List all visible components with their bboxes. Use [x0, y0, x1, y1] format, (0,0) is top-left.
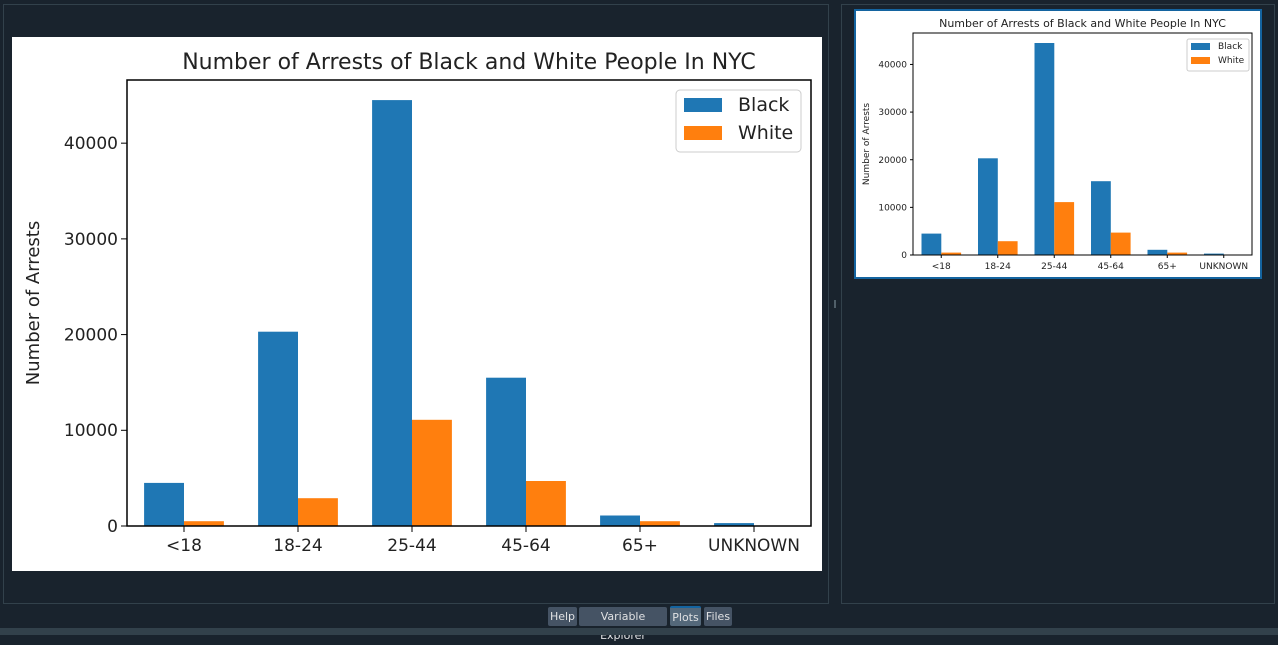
- thumb-y-tick-label-2: 20000: [878, 156, 907, 166]
- main-legend-label-0: Black: [738, 94, 789, 116]
- thumbnail-chart: Number of Arrests of Black and White Peo…: [856, 11, 1260, 277]
- main-y-axis-label: Number of Arrests: [23, 221, 44, 385]
- thumb-bar-black-4: [1148, 250, 1168, 255]
- main-y-tick-label-3: 30000: [64, 230, 118, 250]
- thumb-bar-white-1: [998, 241, 1018, 255]
- thumb-bar-black-2: [1035, 43, 1055, 255]
- main-x-tick-label-4: 65+: [622, 536, 658, 556]
- thumb-x-tick-label-2: 25-44: [1041, 262, 1067, 272]
- main-y-tick-label-4: 40000: [64, 134, 118, 154]
- main-legend-swatch-1: [684, 126, 722, 140]
- main-chart: Number of Arrests of Black and White Peo…: [12, 37, 822, 571]
- tab-files[interactable]: Files: [704, 607, 732, 626]
- main-bar-white-1: [298, 498, 338, 526]
- thumb-x-tick-label-3: 45-64: [1098, 262, 1124, 272]
- main-bar-black-2: [372, 100, 412, 526]
- thumb-x-tick-label-4: 65+: [1158, 262, 1177, 272]
- thumb-legend-label-0: Black: [1218, 42, 1243, 52]
- thumb-bar-white-2: [1054, 202, 1074, 255]
- main-x-tick-label-0: <18: [166, 536, 202, 556]
- main-bar-black-1: [258, 332, 298, 526]
- main-chart-title: Number of Arrests of Black and White Peo…: [182, 50, 756, 75]
- main-figure: Number of Arrests of Black and White Peo…: [12, 37, 822, 571]
- tab-variable-explorer[interactable]: Variable Explorer: [579, 607, 667, 626]
- status-strip: [0, 628, 1278, 635]
- thumb-y-tick-label-4: 40000: [878, 61, 907, 71]
- splitter-handle-icon[interactable]: [834, 300, 836, 308]
- tab-bar: Help Variable Explorer Plots Files: [0, 606, 1278, 628]
- thumb-bar-black-0: [922, 234, 942, 255]
- thumb-legend-swatch-0: [1191, 43, 1210, 50]
- thumb-y-tick-label-3: 30000: [878, 108, 907, 118]
- main-y-tick-label-2: 20000: [64, 326, 118, 346]
- main-bar-black-0: [144, 483, 184, 526]
- main-bar-white-2: [412, 420, 452, 526]
- main-bar-black-4: [600, 516, 640, 527]
- thumb-y-axis-label: Number of Arrests: [862, 103, 872, 186]
- thumbnail-figure[interactable]: Number of Arrests of Black and White Peo…: [856, 11, 1260, 277]
- thumb-bar-black-1: [978, 158, 998, 255]
- thumb-legend-swatch-1: [1191, 57, 1210, 64]
- thumb-x-tick-label-0: <18: [932, 262, 951, 272]
- plot-thumbnail[interactable]: Number of Arrests of Black and White Peo…: [854, 9, 1262, 279]
- main-x-tick-label-2: 25-44: [387, 536, 436, 556]
- main-legend-label-1: White: [738, 122, 793, 144]
- main-x-tick-label-3: 45-64: [501, 536, 550, 556]
- main-y-tick-label-0: 0: [107, 517, 118, 537]
- main-bar-black-3: [486, 378, 526, 526]
- thumb-y-tick-label-0: 0: [901, 251, 907, 261]
- thumb-bar-black-3: [1091, 181, 1111, 255]
- thumb-legend-label-1: White: [1218, 56, 1245, 66]
- main-legend-swatch-0: [684, 98, 722, 112]
- thumb-bar-white-3: [1111, 233, 1131, 255]
- tab-help[interactable]: Help: [548, 607, 577, 626]
- thumb-x-tick-label-5: UNKNOWN: [1199, 262, 1248, 272]
- main-bar-white-3: [526, 481, 566, 526]
- main-y-tick-label-1: 10000: [64, 421, 118, 441]
- thumb-chart-title: Number of Arrests of Black and White Peo…: [939, 17, 1226, 30]
- pane-splitter[interactable]: [831, 4, 839, 604]
- thumb-x-tick-label-1: 18-24: [985, 262, 1011, 272]
- main-x-tick-label-5: UNKNOWN: [708, 536, 800, 556]
- tab-plots[interactable]: Plots: [670, 606, 701, 626]
- thumb-y-tick-label-1: 10000: [878, 204, 907, 214]
- main-x-tick-label-1: 18-24: [273, 536, 322, 556]
